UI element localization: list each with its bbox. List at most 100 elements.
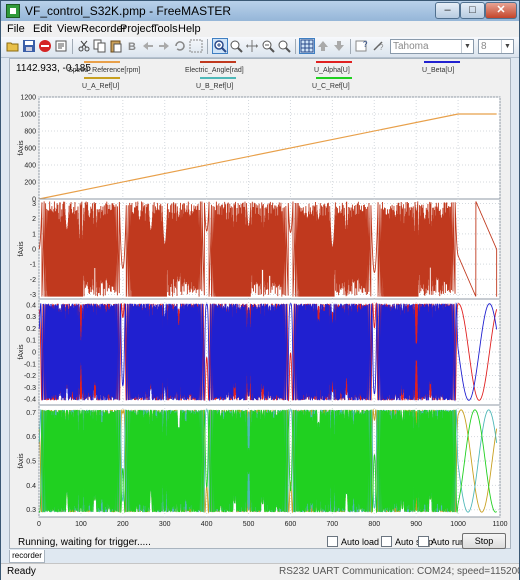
status-bar: Ready RS232 UART Communication: COM24; s… (1, 563, 520, 580)
font-size-value: 8 (481, 41, 487, 52)
copy-icon[interactable] (93, 39, 107, 53)
y-tick-label: 2 (32, 216, 36, 223)
y-tick-label: 3 (32, 201, 36, 208)
y-tick-label: 1000 (20, 112, 36, 119)
y-tick-label: 0 (32, 350, 36, 357)
series-line-u-beta (38, 302, 498, 402)
down-icon[interactable] (332, 39, 346, 53)
open-folder-icon[interactable] (6, 39, 20, 53)
legend-swatch-u-c-ref (316, 77, 352, 79)
zoom-x-icon[interactable] (229, 39, 243, 53)
y-tick-label: 1 (32, 231, 36, 238)
auto-stop-label: Auto stop (395, 537, 434, 547)
legend-swatch-u-a-ref (84, 77, 120, 79)
legend-swatch-u-beta (424, 61, 460, 63)
zoom-y-icon[interactable] (245, 39, 259, 53)
menu-bar: File Edit View Recorder Project Tools He… (1, 21, 519, 37)
x-tick-label: 1000 (450, 521, 466, 528)
y-tick-label: 0.7 (26, 410, 36, 417)
stop-button[interactable]: Stop (462, 533, 506, 549)
recorder-status: Running, waiting for trigger..... (18, 537, 151, 548)
x-tick-label: 600 (285, 521, 297, 528)
y-tick-label: -3 (30, 292, 36, 299)
menu-tools[interactable]: Tools (152, 23, 178, 35)
whatis-icon[interactable]: ? (355, 39, 369, 53)
stop-comm-icon[interactable] (38, 39, 52, 53)
y-tick-label: 0.1 (26, 338, 36, 345)
y-tick-label: 1200 (20, 95, 36, 102)
menu-file[interactable]: File (7, 23, 25, 35)
y-tick-label: 200 (24, 180, 36, 187)
x-tick-label: 900 (410, 521, 422, 528)
help-icon[interactable]: ? (371, 39, 385, 53)
chevron-down-icon: ▼ (461, 40, 473, 53)
pan-icon[interactable] (261, 39, 275, 53)
close-button[interactable]: ✕ (485, 2, 517, 19)
refresh-icon[interactable] (173, 39, 187, 53)
x-tick-label: 700 (327, 521, 339, 528)
legend-label-speed-reference: Speed_Reference[rpm] (68, 67, 141, 74)
legend-label-u-alpha: U_Alpha[U] (314, 67, 350, 74)
menu-recorder[interactable]: Recorder (81, 23, 127, 35)
maximize-button[interactable]: □ (460, 2, 485, 19)
x-tick-label: 1100 (492, 521, 507, 528)
recorder-view: 1142.933, -0.185 Speed_Reference[rpm] El… (9, 58, 511, 549)
y-tick-label: 600 (24, 146, 36, 153)
auto-run-checkbox[interactable] (418, 536, 429, 547)
minimize-button[interactable]: – (435, 2, 460, 19)
save-icon[interactable] (22, 39, 36, 53)
recorder-plot-area[interactable]: 020040060080010001200fAxis-3-2-10123fAxi… (10, 59, 510, 529)
x-tick-label: 0 (37, 521, 41, 528)
menu-help[interactable]: Help (178, 23, 201, 35)
bold-icon[interactable]: B (125, 39, 139, 53)
x-tick-label: 100 (75, 521, 87, 528)
font-name-value: Tahoma (393, 41, 429, 52)
menu-project[interactable]: Project (120, 23, 155, 35)
title-bar[interactable]: VF_control_S32K.pmp - FreeMASTER – □ ✕ (1, 1, 519, 21)
toolbar-separator (295, 39, 296, 54)
paste-icon[interactable] (109, 39, 123, 53)
font-name-select[interactable]: Tahoma ▼ (390, 39, 474, 54)
cursor-readout: 1142.933, -0.185 (16, 63, 91, 74)
y-axis-label: fAxis (18, 140, 25, 156)
svg-text:?: ? (363, 40, 368, 49)
y-tick-label: -0.1 (24, 361, 36, 368)
freemaster-app-icon (6, 4, 20, 18)
toolbar-separator (72, 39, 73, 54)
legend-swatch-electric-angle (200, 61, 236, 63)
zoom-fit-icon[interactable] (189, 39, 203, 53)
up-icon[interactable] (316, 39, 330, 53)
font-size-select[interactable]: 8 ▼ (478, 39, 514, 54)
toolbar: B ? ? Tahoma ▼ 8 ▼ (1, 37, 519, 58)
y-tick-label: 0.2 (26, 326, 36, 333)
y-tick-label: 400 (24, 163, 36, 170)
legend-label-u-c-ref: U_C_Ref[U] (312, 83, 350, 90)
auto-load-checkbox[interactable] (327, 536, 338, 547)
forward-icon[interactable] (157, 39, 171, 53)
properties-icon[interactable] (54, 39, 68, 53)
chevron-down-icon: ▼ (501, 40, 513, 53)
grid-icon[interactable] (299, 38, 315, 54)
back-icon[interactable] (141, 39, 155, 53)
zoom-out-icon[interactable] (277, 39, 291, 53)
menu-view[interactable]: View (57, 23, 81, 35)
y-tick-label: 0 (32, 197, 36, 204)
menu-edit[interactable]: Edit (33, 23, 52, 35)
y-tick-label: 0.4 (26, 302, 36, 309)
x-tick-label: 500 (243, 521, 255, 528)
legend-swatch-u-alpha (316, 61, 352, 63)
tab-recorder[interactable]: recorder (9, 550, 45, 563)
legend-label-u-beta: U_Beta[U] (422, 67, 455, 74)
cut-icon[interactable] (77, 39, 91, 53)
y-tick-label: -0.2 (24, 373, 36, 380)
y-tick-label: 0.3 (26, 314, 36, 321)
legend-label-electric-angle: Electric_Angle[rad] (185, 67, 244, 74)
y-tick-label: 0.5 (26, 459, 36, 466)
status-ready: Ready (7, 566, 36, 577)
zoom-in-icon[interactable] (212, 38, 228, 54)
y-tick-label: 0.6 (26, 434, 36, 441)
toolbar-separator (350, 39, 351, 54)
x-tick-label: 400 (201, 521, 213, 528)
auto-stop-checkbox[interactable] (381, 536, 392, 547)
